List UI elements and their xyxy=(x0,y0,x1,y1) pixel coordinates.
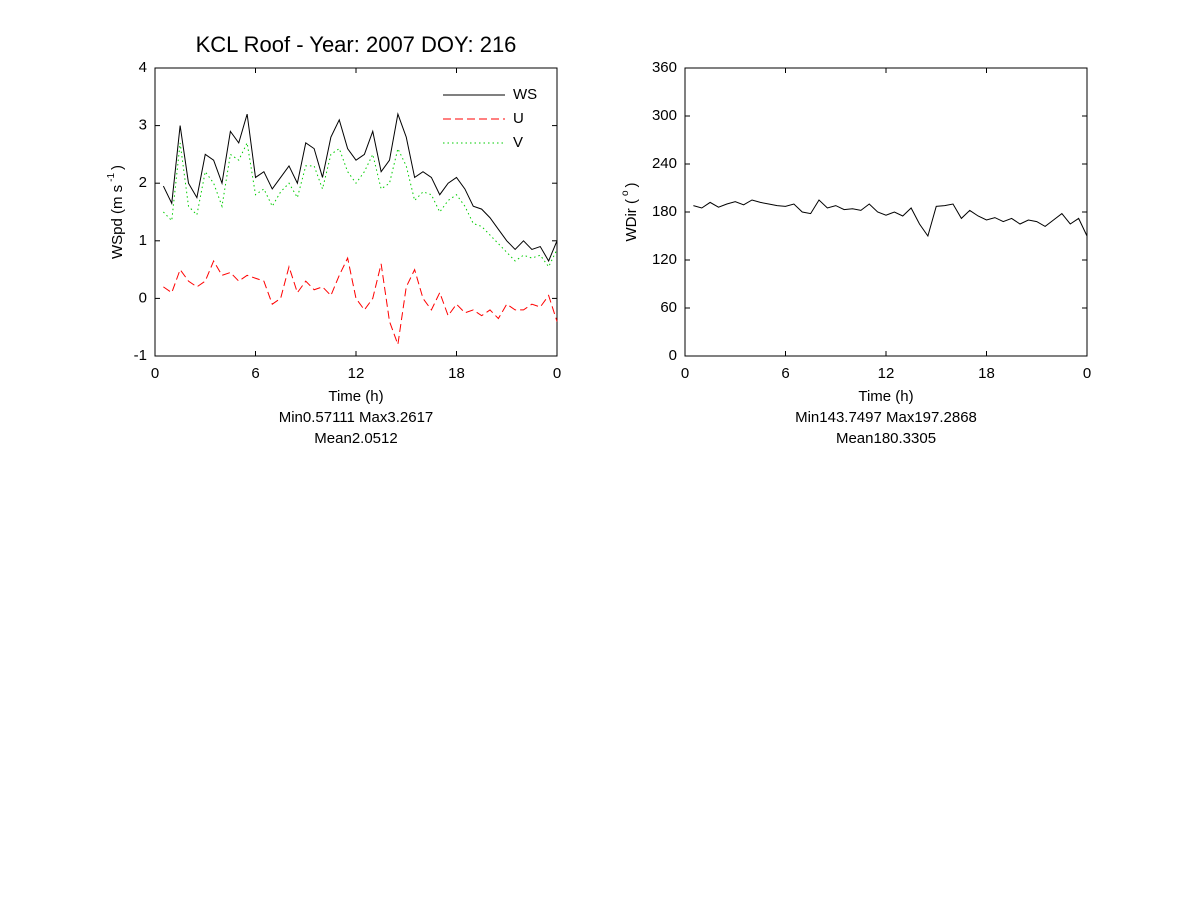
stats-label: Mean2.0512 xyxy=(314,430,397,447)
data-line xyxy=(163,141,558,268)
legend-label: U xyxy=(513,110,524,127)
y-axis-label: WSpd (m s -1) xyxy=(106,165,126,259)
stats-label: Min0.57111 Max3.2617 xyxy=(279,409,434,426)
y-axis-label-part: WSpd (m s xyxy=(109,185,126,259)
x-tick-label: 18 xyxy=(448,365,465,382)
chart-title: KCL Roof - Year: 2007 DOY: 216 xyxy=(196,32,517,57)
y-tick-label: 0 xyxy=(669,347,677,364)
data-line xyxy=(693,199,1088,238)
y-tick-label: 2 xyxy=(139,174,147,191)
y-tick-label: 4 xyxy=(139,59,147,76)
y-tick-label: 3 xyxy=(139,117,147,134)
y-tick-label: 300 xyxy=(652,107,677,124)
plot-area xyxy=(684,67,1088,357)
x-tick-label: 0 xyxy=(1083,365,1091,382)
x-tick-label: 0 xyxy=(553,365,561,382)
y-tick-label: 0 xyxy=(139,289,147,306)
data-line xyxy=(163,256,558,345)
x-tick-label: 6 xyxy=(781,365,789,382)
y-tick-label: 120 xyxy=(652,251,677,268)
stats-label: Min143.7497 Max197.2868 xyxy=(795,409,977,426)
x-tick-label: 12 xyxy=(878,365,895,382)
legend-label: V xyxy=(513,134,523,151)
y-tick-label: 60 xyxy=(660,299,677,316)
x-tick-label: 0 xyxy=(681,365,689,382)
plot-area xyxy=(154,67,558,357)
x-tick-label: 12 xyxy=(348,365,365,382)
y-axis-label-part: ) xyxy=(623,182,640,187)
x-tick-label: 18 xyxy=(978,365,995,382)
y-axis-label-part: WDir ( xyxy=(623,199,640,241)
y-axis-label-sup: o xyxy=(620,190,631,196)
y-tick-label: 1 xyxy=(139,232,147,249)
stats-label: Mean180.3305 xyxy=(836,430,936,447)
y-tick-label: 180 xyxy=(652,203,677,220)
x-tick-label: 6 xyxy=(251,365,259,382)
x-axis-label: Time (h) xyxy=(858,388,913,405)
legend-label: WS xyxy=(513,86,537,103)
y-tick-label: 240 xyxy=(652,155,677,172)
x-tick-label: 0 xyxy=(151,365,159,382)
y-tick-label: 360 xyxy=(652,59,677,76)
y-tick-label: -1 xyxy=(134,347,147,364)
y-axis-label-part: ) xyxy=(109,165,126,170)
y-axis-label: WDir ( o) xyxy=(620,182,640,241)
y-axis-label-sup: -1 xyxy=(106,173,117,182)
data-line xyxy=(162,112,558,263)
x-axis-label: Time (h) xyxy=(328,388,383,405)
